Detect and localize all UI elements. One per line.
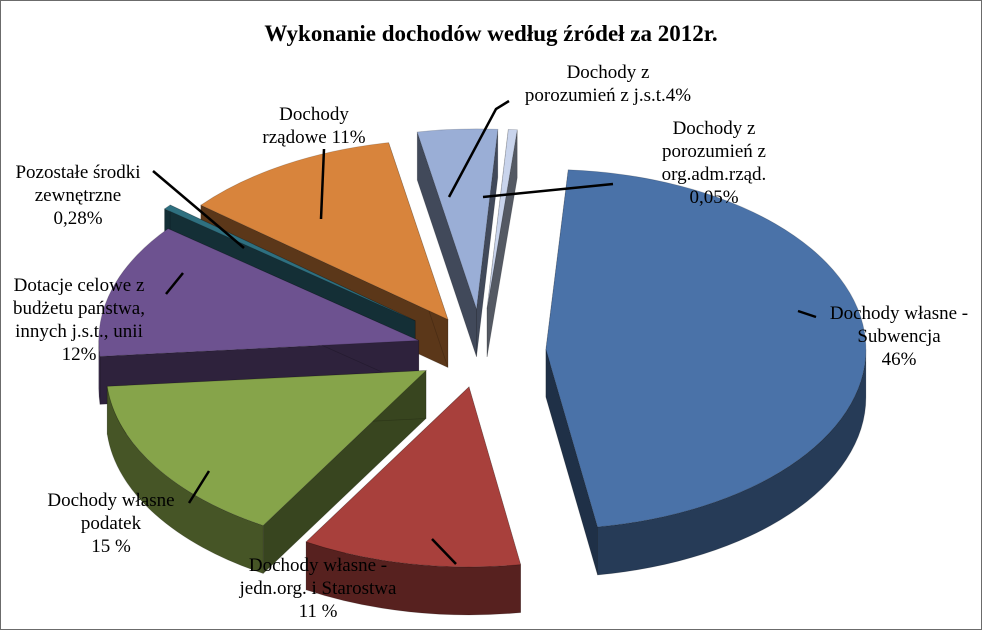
slice-label-line: Dochody [279, 104, 349, 125]
slice-label-line: org.adm.rząd. [662, 164, 767, 185]
leader-line [165, 272, 184, 295]
slice-label-line: 0,05% [689, 187, 738, 208]
slice-label: Dochody rządowe 11% [262, 104, 365, 148]
slice-label-line: Dochody własne [47, 490, 174, 511]
slice-label: Dochody z porozumień z j.s.t.4% [525, 62, 691, 106]
slice-label-line: rządowe 11% [262, 127, 365, 148]
slice-label-line: Dochody z [567, 62, 650, 83]
slice-label: Dochody własne -jedn.org. i Starostwa 11 … [239, 555, 397, 622]
slice-label-line: 0,28% [53, 208, 102, 229]
leader-line [797, 309, 817, 319]
pie-slice [416, 128, 499, 358]
slice-label-line: Pozostałe środki [15, 162, 140, 183]
slice-label-line: Dochody własne - [249, 555, 387, 576]
slice-label-line: 15 % [91, 536, 131, 557]
leader-line [447, 99, 510, 198]
leader-line [431, 538, 457, 565]
chart-title: Wykonanie dochodów według źródeł za 2012… [264, 21, 717, 46]
pie-slice [305, 386, 522, 616]
leader-line [152, 170, 245, 249]
slice-label-line: 12% [62, 344, 97, 365]
slice-label-line: 11 % [299, 601, 338, 622]
slice-label-line: 46% [882, 349, 917, 370]
slice-label-line: porozumień z j.s.t.4% [525, 85, 691, 106]
slice-label-line: podatek [81, 513, 142, 534]
slice-label-line: zewnętrzne [35, 185, 122, 206]
slice-label-line: porozumień z [662, 141, 766, 162]
slice-label-line: innych j.s.t., unii [15, 321, 143, 342]
slice-label: Dochody z porozumień z org.adm.rząd. 0,05% [662, 118, 767, 208]
slice-label: Dochody własne -Subwencja 46% [830, 303, 968, 370]
pie-slice [545, 169, 867, 576]
leader-line [319, 148, 326, 220]
leader-line [482, 182, 614, 199]
slice-label-line: Dochody z [673, 118, 756, 139]
slice-label: Dochody własne podatek 15 % [47, 490, 174, 557]
leader-line [187, 470, 211, 504]
slice-label-line: Subwencja [857, 326, 941, 347]
slice-label: Pozostałe środki zewnętrzne 0,28% [15, 162, 140, 229]
slice-label-line: Dotacje celowe z [14, 275, 145, 296]
pie-slice [486, 128, 518, 358]
slice-label-line: jedn.org. i Starostwa [239, 578, 397, 599]
pie-slice [106, 369, 428, 575]
slice-label: Dotacje celowe z budżetu państwa, innych j… [13, 275, 145, 365]
slice-label-line: budżetu państwa, [13, 298, 145, 319]
slice-label-line: Dochody własne - [830, 303, 968, 324]
